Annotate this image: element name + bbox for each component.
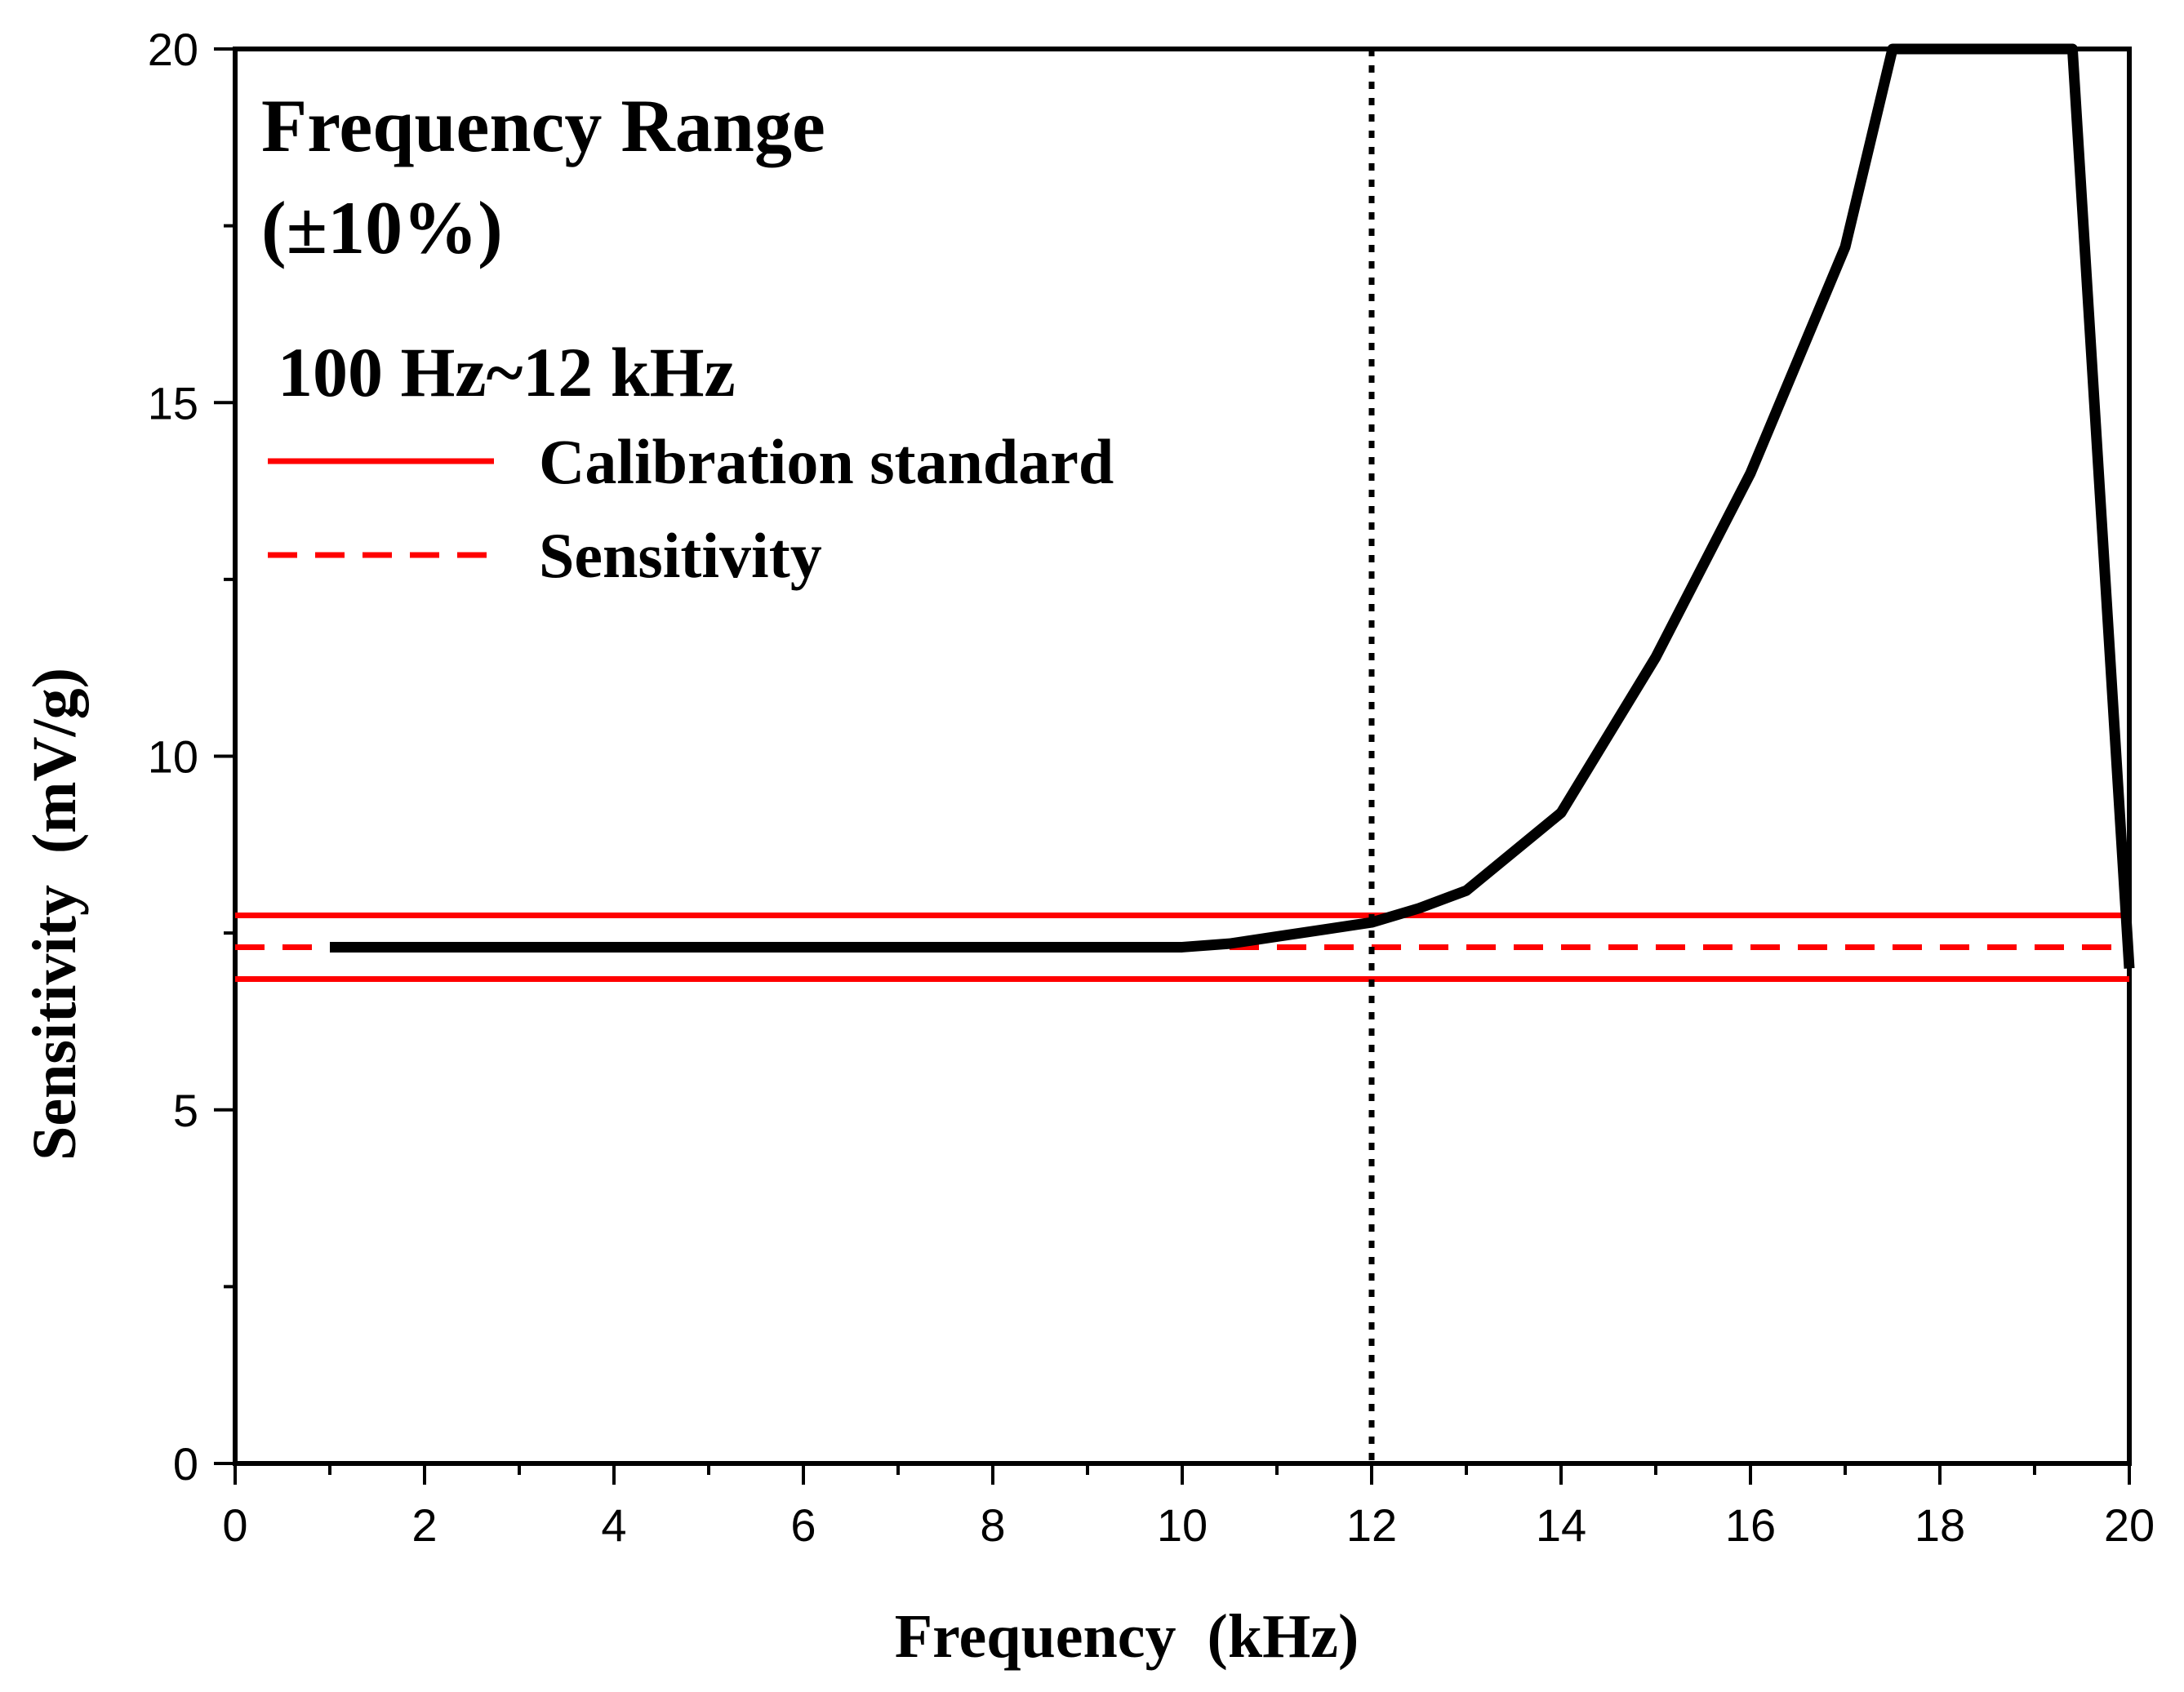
reference-lines: [235, 49, 2129, 1463]
plot-frame: [233, 47, 2132, 1466]
y-tick-label: 0: [173, 1438, 198, 1490]
x-tick-label: 0: [222, 1499, 247, 1551]
series-layer: [330, 43, 2135, 969]
series-line-measured-sensitivity: [330, 43, 2135, 969]
x-tick-label: 2: [411, 1499, 437, 1551]
x-tick-label: 8: [980, 1499, 1005, 1551]
x-tick-label: 10: [1157, 1499, 1208, 1551]
x-tick-label: 4: [601, 1499, 626, 1551]
tick-layer: 0 2 4 6 8 10 12 14 16 18 20 0 5 10 15 20: [148, 24, 2155, 1551]
y-tick-label: 20: [148, 24, 198, 75]
x-tick-label: 6: [790, 1499, 816, 1551]
y-tick-label: 10: [148, 731, 198, 783]
x-tick-label: 14: [1536, 1499, 1586, 1551]
annotation-title-line1: Frequency Range: [261, 84, 825, 167]
y-tick-label: 15: [148, 377, 198, 429]
legend-label-sensitivity: Sensitivity: [539, 520, 822, 591]
y-tick-label: 5: [173, 1085, 198, 1136]
annotation-range: 100 Hz~12 kHz: [278, 333, 736, 411]
x-tick-label: 16: [1725, 1499, 1776, 1551]
y-axis-title: Sensitivity (mV/g): [20, 668, 89, 1161]
legend-label-calibration: Calibration standard: [539, 426, 1114, 497]
x-tick-label: 20: [2104, 1499, 2155, 1551]
x-tick-label: 12: [1346, 1499, 1397, 1551]
annotation-title-line2: (±10%): [261, 186, 503, 269]
x-tick-label: 18: [1915, 1499, 1965, 1551]
x-axis-title: Frequency (kHz): [895, 1602, 1359, 1671]
